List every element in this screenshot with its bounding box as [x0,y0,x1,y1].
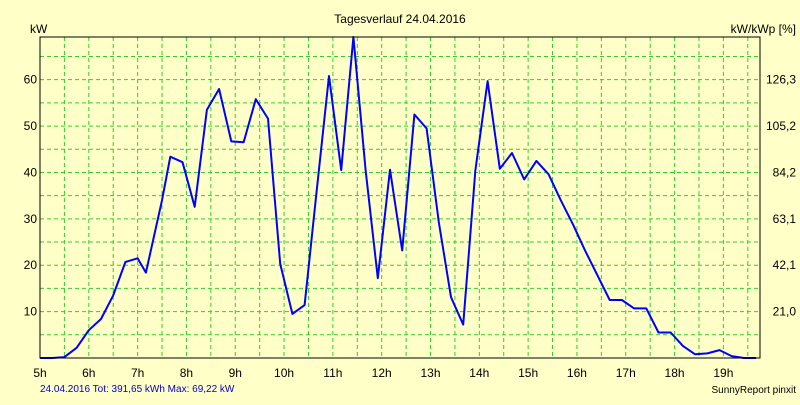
right-y-tick-label: 105,2 [766,119,796,133]
right-y-tick-label: 21,0 [773,305,797,319]
plot-frame [39,36,761,359]
frame-layer [39,36,761,359]
left-y-tick-label: 10 [24,305,38,319]
footer-credit: SunnyReport pinxit [712,385,797,396]
line-layer [40,36,757,359]
left-y-tick-label: 50 [24,119,38,133]
x-tick-label: 16h [567,366,587,380]
left-y-tick-label: 40 [24,165,38,179]
left-y-tick-labels: 10 20 30 40 50 60 [24,73,38,319]
chart-title: Tagesverlauf 24.04.2016 [334,12,466,26]
right-y-tick-label: 126,3 [766,73,796,87]
x-tick-label: 9h [229,366,242,380]
x-tick-label: 19h [713,366,733,380]
right-axis-label: kW/kWp [%] [731,22,796,36]
x-tick-label: 17h [616,366,636,380]
footer-summary: 24.04.2016 Tot: 391,65 kWh Max: 69,22 kW [40,384,235,395]
x-tick-label: 13h [420,366,440,380]
x-tick-label: 15h [518,366,538,380]
x-tick-label: 18h [665,366,685,380]
left-y-tick-label: 60 [24,73,38,87]
right-y-tick-label: 63,1 [773,212,797,226]
power-series-line [40,36,757,359]
x-tick-label: 5h [33,366,46,380]
right-y-tick-label: 84,2 [773,165,797,179]
x-tick-label: 7h [131,366,144,380]
right-y-tick-labels: 21,0 42,1 63,1 84,2 105,2 126,3 [766,73,796,319]
left-y-tick-label: 30 [24,212,38,226]
left-axis-label: kW [30,22,48,36]
left-y-tick-label: 20 [24,258,38,272]
x-tick-label: 8h [180,366,193,380]
x-tick-label: 14h [469,366,489,380]
x-tick-label: 10h [274,366,294,380]
x-tick-label: 11h [323,366,342,380]
right-y-tick-label: 42,1 [773,258,797,272]
x-tick-label: 12h [372,366,392,380]
x-tick-label: 6h [82,366,95,380]
x-tick-labels: 5h 6h 7h 8h 9h 10h 11h 12h 13h 14h 15h 16h 17h 18h 19h [33,366,733,380]
